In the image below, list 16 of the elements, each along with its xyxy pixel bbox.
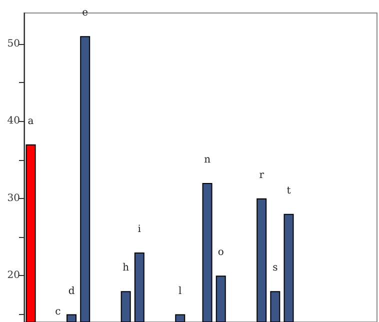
y-tick-label: 40 <box>7 116 20 127</box>
x-tick-label: o <box>218 247 224 258</box>
y-tick-label: 30 <box>7 192 20 204</box>
x-tick-label: t <box>286 185 291 196</box>
x-tick-label: e <box>82 8 88 19</box>
x-tick-label: i <box>138 224 142 235</box>
x-tick-label: r <box>259 170 264 181</box>
y-tick-label: 50 <box>7 38 20 50</box>
y-tick-label: 20 <box>7 270 20 282</box>
x-tick-label: l <box>178 286 182 297</box>
x-tick-label: s <box>272 262 278 274</box>
x-tick-label: a <box>28 116 34 127</box>
x-tick-label: d <box>68 286 76 297</box>
x-tick-label: h <box>122 262 130 274</box>
x-tick-label: n <box>204 154 212 166</box>
x-tick-label: c <box>55 306 62 318</box>
